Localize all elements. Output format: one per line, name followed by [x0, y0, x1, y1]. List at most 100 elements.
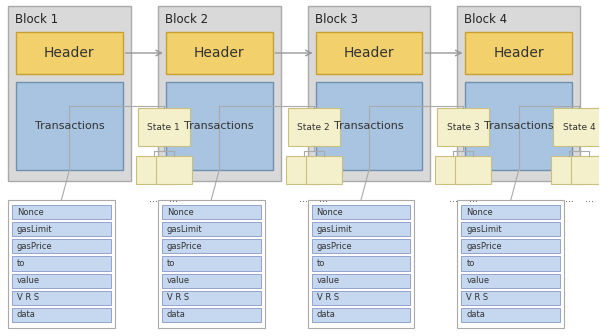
Text: ...: ... — [469, 194, 478, 204]
Text: data: data — [167, 310, 185, 320]
Bar — [316, 32, 422, 74]
Text: State 2: State 2 — [297, 123, 330, 131]
Bar — [162, 274, 260, 288]
Bar — [16, 32, 123, 74]
Bar — [311, 308, 410, 322]
Text: data: data — [17, 310, 36, 320]
Bar — [571, 156, 600, 184]
Text: Nonce: Nonce — [317, 208, 343, 217]
Bar — [162, 256, 260, 270]
Bar — [136, 156, 172, 184]
Bar — [316, 82, 422, 170]
Bar — [311, 222, 410, 236]
Bar — [162, 308, 260, 322]
Bar — [311, 291, 410, 305]
Text: ...: ... — [585, 194, 594, 204]
Text: State 1: State 1 — [148, 123, 180, 131]
Text: Header: Header — [493, 46, 544, 60]
Text: gasPrice: gasPrice — [317, 242, 352, 251]
Bar — [305, 156, 341, 184]
Bar — [166, 82, 272, 170]
Text: gasPrice: gasPrice — [17, 242, 53, 251]
Text: Transactions: Transactions — [184, 121, 254, 131]
Text: Nonce: Nonce — [17, 208, 44, 217]
Bar — [437, 108, 490, 146]
Bar — [162, 239, 260, 253]
Bar — [457, 6, 580, 181]
Bar — [12, 222, 111, 236]
Bar — [311, 274, 410, 288]
Text: ...: ... — [169, 194, 178, 204]
Text: value: value — [167, 276, 190, 285]
Text: data: data — [317, 310, 335, 320]
Bar — [461, 308, 560, 322]
Bar — [158, 6, 281, 181]
Bar — [457, 200, 564, 328]
Bar — [551, 156, 587, 184]
Text: gasLimit: gasLimit — [167, 225, 202, 234]
Text: value: value — [317, 276, 340, 285]
Text: gasLimit: gasLimit — [317, 225, 352, 234]
Bar — [436, 156, 472, 184]
Bar — [12, 308, 111, 322]
Text: value: value — [466, 276, 490, 285]
Text: V R S: V R S — [167, 293, 189, 302]
Bar — [162, 222, 260, 236]
Bar — [8, 200, 115, 328]
Text: to: to — [317, 259, 325, 268]
Text: ...: ... — [149, 194, 158, 204]
Text: Transactions: Transactions — [334, 121, 404, 131]
Bar — [156, 156, 192, 184]
Bar — [461, 291, 560, 305]
Bar — [553, 108, 600, 146]
Bar — [12, 205, 111, 219]
Text: Block 2: Block 2 — [165, 13, 208, 26]
Text: ...: ... — [449, 194, 458, 204]
Bar — [461, 256, 560, 270]
Text: to: to — [17, 259, 25, 268]
Bar — [308, 200, 415, 328]
Bar — [138, 108, 190, 146]
Text: data: data — [466, 310, 485, 320]
Bar — [162, 205, 260, 219]
Bar — [12, 291, 111, 305]
Bar — [308, 6, 430, 181]
Bar — [461, 274, 560, 288]
Text: V R S: V R S — [466, 293, 488, 302]
Text: value: value — [17, 276, 40, 285]
Text: Nonce: Nonce — [167, 208, 194, 217]
Text: ...: ... — [319, 194, 328, 204]
Bar — [286, 156, 322, 184]
Text: ...: ... — [565, 194, 574, 204]
Text: gasLimit: gasLimit — [466, 225, 502, 234]
Text: Header: Header — [344, 46, 394, 60]
Text: Header: Header — [194, 46, 245, 60]
Text: Block 1: Block 1 — [15, 13, 58, 26]
Text: Transactions: Transactions — [35, 121, 104, 131]
Text: V R S: V R S — [317, 293, 338, 302]
Text: gasPrice: gasPrice — [167, 242, 202, 251]
Text: State 4: State 4 — [563, 123, 596, 131]
Text: Header: Header — [44, 46, 95, 60]
Bar — [166, 32, 272, 74]
Bar — [455, 156, 491, 184]
Bar — [461, 205, 560, 219]
Bar — [311, 256, 410, 270]
Bar — [461, 222, 560, 236]
Bar — [461, 239, 560, 253]
Text: Nonce: Nonce — [466, 208, 493, 217]
Text: gasPrice: gasPrice — [466, 242, 502, 251]
Text: Transactions: Transactions — [484, 121, 554, 131]
Text: Block 3: Block 3 — [314, 13, 358, 26]
Bar — [12, 239, 111, 253]
Text: State 3: State 3 — [447, 123, 480, 131]
Bar — [466, 32, 572, 74]
Bar — [287, 108, 340, 146]
Bar — [311, 239, 410, 253]
Bar — [12, 256, 111, 270]
Text: to: to — [466, 259, 475, 268]
Text: to: to — [167, 259, 175, 268]
Text: V R S: V R S — [17, 293, 39, 302]
Bar — [162, 291, 260, 305]
Text: gasLimit: gasLimit — [17, 225, 53, 234]
